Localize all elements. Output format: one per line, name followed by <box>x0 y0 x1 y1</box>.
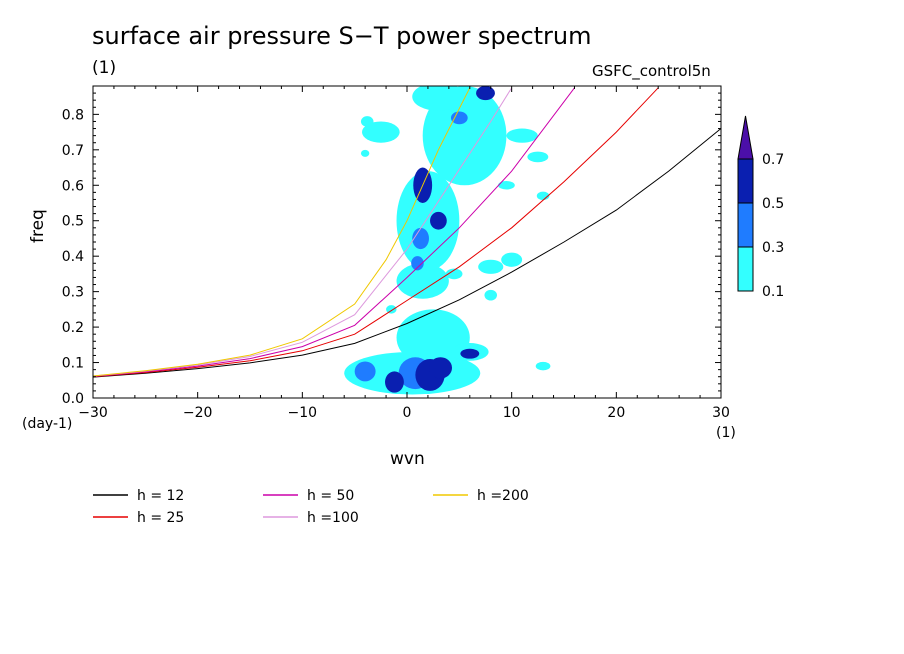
x-tick-label: −30 <box>78 405 108 421</box>
contour-patch-21 <box>354 361 376 382</box>
x-tick-label: 20 <box>607 405 625 421</box>
legend-label-3: h =100 <box>307 510 359 526</box>
source-label: GSFC_control5n <box>592 62 711 80</box>
chart-title: surface air pressure S−T power spectrum <box>92 22 592 50</box>
contour-patch-6 <box>412 86 465 111</box>
plot-axes: −30 −20 −10 0 10 20 30 0.0 0.1 0.2 0.3 0.4 0.5 0.6 0.7… <box>62 85 730 421</box>
contour-patch-7 <box>361 121 400 143</box>
contour-patch-28 <box>460 348 480 359</box>
contour-patch-9 <box>478 259 504 274</box>
contour-patch-18 <box>535 361 551 371</box>
series-line-2 <box>93 87 575 377</box>
y-tick-label: 0.5 <box>62 214 84 230</box>
contour-patch-8 <box>360 116 374 127</box>
y-tick-label: 0.1 <box>62 356 84 372</box>
colorbar-label: 0.5 <box>762 196 784 212</box>
x-tick-label: −10 <box>288 405 318 421</box>
contour-patch-13 <box>527 151 549 163</box>
y-tick-label: 0.8 <box>62 107 84 123</box>
x-unit-label: (1) <box>716 425 736 441</box>
legend-label-0: h = 12 <box>137 488 184 504</box>
contour-layer <box>344 86 551 395</box>
legend-label-4: h =200 <box>477 488 529 504</box>
y-tick-label: 0.7 <box>62 143 84 159</box>
x-axis-label: wvn <box>390 449 425 469</box>
colorbar-label: 0.1 <box>762 284 784 300</box>
contour-patch-11 <box>484 289 498 301</box>
contour-patch-3 <box>396 263 449 299</box>
contour-patch-5 <box>422 86 507 186</box>
colorbar-box-0 <box>737 246 754 292</box>
unit-label: (1) <box>92 58 117 78</box>
x-tick-label: 10 <box>503 405 521 421</box>
contour-patch-24 <box>411 256 424 271</box>
colorbar: 0.1 0.3 0.5 0.7 <box>737 115 784 300</box>
series-line-0 <box>93 128 721 378</box>
dispersion-curves <box>93 87 721 378</box>
x-tick-label: 30 <box>712 405 730 421</box>
contour-patch-12 <box>506 128 538 143</box>
y-tick-label: 0.6 <box>62 178 84 194</box>
y-tick-label: 0.0 <box>62 391 84 407</box>
contour-patch-4 <box>396 171 460 271</box>
contour-patch-22 <box>412 227 429 250</box>
y-tick-label: 0.2 <box>62 320 84 336</box>
contour-patch-30 <box>430 211 447 230</box>
contour-patch-17 <box>498 181 515 190</box>
contour-patch-15 <box>386 305 397 314</box>
series-line-1 <box>93 87 659 378</box>
colorbar-box-1 <box>737 202 754 248</box>
contour-patch-27 <box>385 371 404 393</box>
x-tick-label: −20 <box>183 405 213 421</box>
colorbar-arrow <box>737 115 754 160</box>
series-line-4 <box>93 87 471 377</box>
y-tick-label: 0.3 <box>62 285 84 301</box>
contour-patch-26 <box>428 357 453 379</box>
contour-patch-16 <box>360 149 370 157</box>
contour-patch-23 <box>450 111 468 125</box>
y-unit-label: (day-1) <box>22 416 73 432</box>
contour-patch-19 <box>445 268 463 280</box>
colorbar-box-2 <box>737 158 754 204</box>
contour-patch-31 <box>476 86 495 101</box>
legend: h = 12 h = 25 h = 50 h =100 h =200 <box>93 488 529 526</box>
y-tick-label: 0.4 <box>62 249 84 265</box>
x-tick-label: 0 <box>403 405 412 421</box>
colorbar-label: 0.3 <box>762 240 784 256</box>
contour-patch-10 <box>501 252 523 267</box>
colorbar-label: 0.7 <box>762 152 784 168</box>
series-line-3 <box>93 87 513 377</box>
legend-label-1: h = 25 <box>137 510 184 526</box>
legend-label-2: h = 50 <box>307 488 354 504</box>
